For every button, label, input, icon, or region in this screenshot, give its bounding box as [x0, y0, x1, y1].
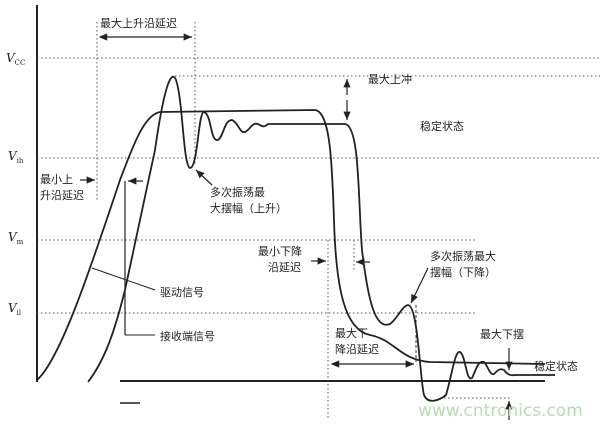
- ringing-rise-arrow: [195, 169, 213, 186]
- vcc-label: VCC: [6, 51, 25, 67]
- ringing-fall-label-2: 摆幅（下降）: [430, 265, 496, 279]
- min-rise-delay-label-1: 最小上: [40, 173, 73, 186]
- ringing-rise-label-2: 大摆幅（上升）: [210, 201, 287, 215]
- vil-label: Vil: [8, 301, 22, 317]
- ringing-fall-label-1: 多次振荡最大: [430, 249, 496, 263]
- vih-label: Vih: [8, 149, 24, 165]
- ringing-rise-label-1: 多次振荡最: [210, 185, 265, 199]
- steady-high-label: 稳定状态: [420, 119, 464, 133]
- max-rise-delay-label: 最大上升沿延迟: [100, 16, 177, 30]
- receiver-signal-label: 接收端信号: [160, 329, 215, 343]
- min-rise-delay-label-2: 升沿延迟: [40, 189, 84, 202]
- max-fall-delay-label-1: 最大下: [335, 326, 368, 340]
- vm-label: Vm: [8, 230, 24, 246]
- ringing-fall-arrow: [410, 267, 429, 304]
- driver-pointer-line: [91, 267, 156, 291]
- max-fall-delay-label-2: 降沿延迟: [335, 342, 379, 356]
- max-overshoot-label: 最大上冲: [368, 72, 412, 86]
- receiver-signal-curve: [87, 75, 555, 402]
- driver-signal-label: 驱动信号: [160, 286, 204, 299]
- driver-signal-curve: [36, 109, 546, 381]
- min-fall-delay-label-1: 最小下降: [258, 244, 302, 258]
- watermark: www.cntronics.com: [418, 401, 583, 421]
- max-undershoot-label: 最大下摆: [480, 327, 524, 341]
- min-fall-delay-label-2: 沿延迟: [268, 261, 301, 274]
- steady-low-label: 稳定状态: [534, 359, 578, 373]
